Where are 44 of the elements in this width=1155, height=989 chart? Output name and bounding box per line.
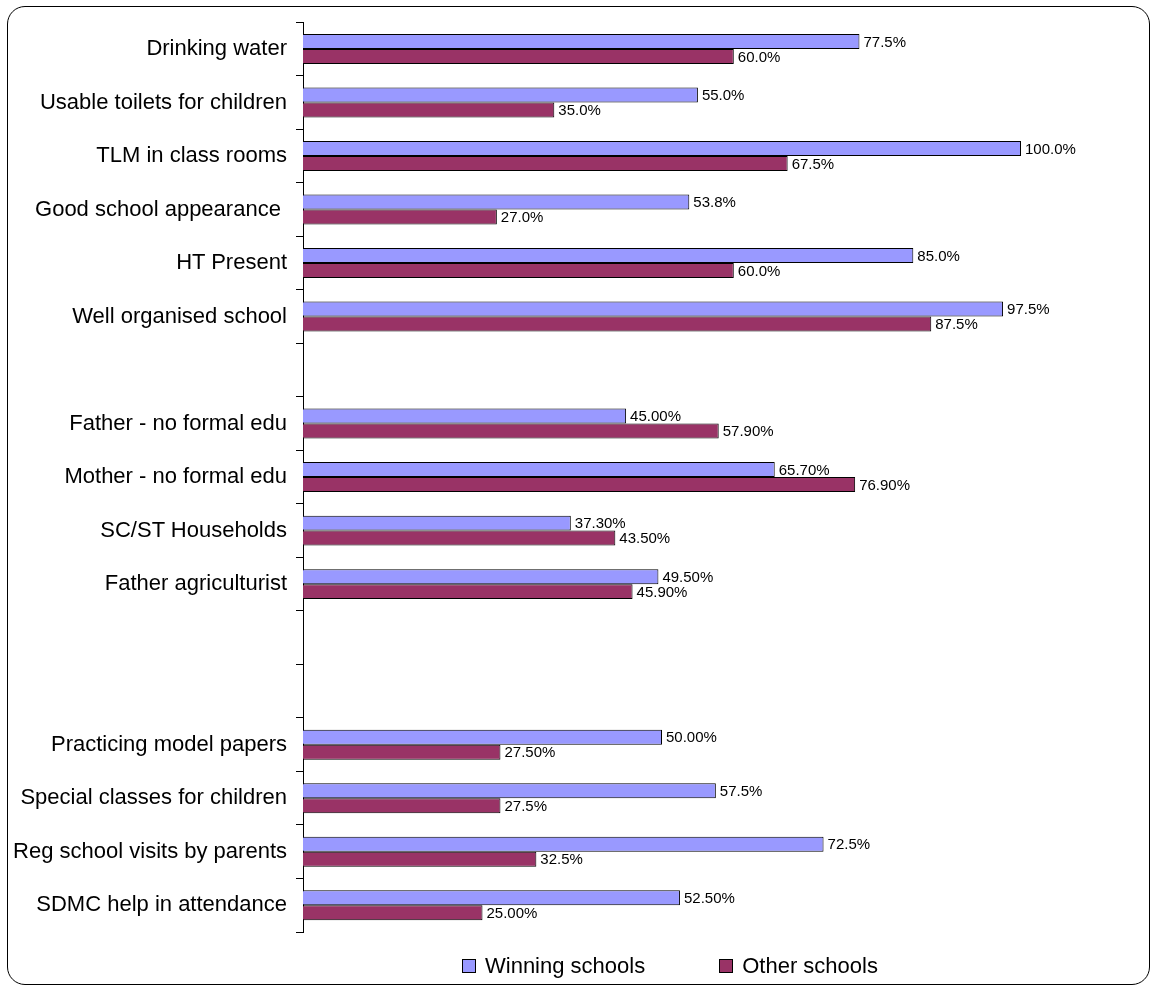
data-label: 97.5% xyxy=(1007,300,1050,318)
legend-label: Other schools xyxy=(742,953,878,979)
y-tick-label: Special classes for children xyxy=(20,784,287,810)
data-label: 55.0% xyxy=(701,86,745,104)
y-tick-label: Father - no formal edu xyxy=(69,409,287,435)
y-tick-label: Well organised school xyxy=(72,302,287,328)
y-tick-label: Drinking water xyxy=(146,35,287,61)
y-tick-label: TLM in class rooms xyxy=(96,142,287,168)
y-tick-label: Father agriculturist xyxy=(104,570,287,596)
data-label: 87.5% xyxy=(935,315,978,333)
y-tick-label: SDMC help in attendance xyxy=(36,891,287,917)
data-label: 35.0% xyxy=(558,101,601,119)
data-label: 65.70% xyxy=(778,460,830,478)
data-label: 32.5% xyxy=(540,850,583,868)
data-label: 27.5% xyxy=(504,796,547,814)
data-label: 72.5% xyxy=(827,835,871,853)
data-label: 53.8% xyxy=(693,193,736,211)
y-tick-label: Mother - no formal edu xyxy=(64,463,287,489)
data-label: 57.5% xyxy=(719,781,763,799)
data-label: 50.00% xyxy=(666,728,717,746)
data-label: 76.90% xyxy=(859,475,911,493)
data-label: 67.5% xyxy=(791,154,835,172)
data-label: 45.90% xyxy=(636,582,688,600)
data-label: 52.50% xyxy=(683,888,735,906)
data-label: 45.00% xyxy=(630,407,681,425)
data-label: 43.50% xyxy=(619,529,671,547)
y-tick-label: HT Present xyxy=(176,249,287,275)
y-tick-label: Practicing model papers xyxy=(50,730,287,756)
data-label: 85.0% xyxy=(917,246,960,264)
y-tick-label: Reg school visits by parents xyxy=(13,837,287,863)
data-label: 57.90% xyxy=(722,422,774,440)
data-label: 77.5% xyxy=(863,32,906,50)
data-label: 27.50% xyxy=(504,743,556,761)
y-tick-label: Good school appearance xyxy=(35,195,287,221)
data-label: 49.50% xyxy=(662,567,714,585)
data-label: 27.0% xyxy=(500,208,544,226)
data-label: 100.0% xyxy=(1025,139,1076,157)
y-tick-label: SC/ST Households xyxy=(100,516,287,542)
data-label: 60.0% xyxy=(737,47,781,65)
y-tick-label: Usable toilets for children xyxy=(39,88,287,114)
data-label: 25.00% xyxy=(486,903,538,921)
data-label: 60.0% xyxy=(737,261,781,279)
legend-label: Winning schools xyxy=(485,953,646,979)
data-label: 37.30% xyxy=(574,514,626,532)
